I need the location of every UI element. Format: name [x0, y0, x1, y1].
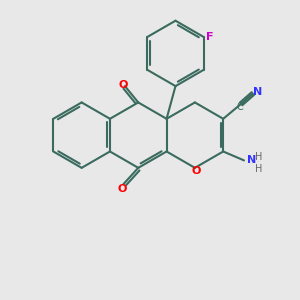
Text: O: O — [119, 80, 128, 90]
Text: F: F — [206, 32, 214, 42]
Text: O: O — [117, 184, 127, 194]
Text: C: C — [236, 102, 243, 112]
Text: N: N — [253, 87, 262, 97]
Text: N: N — [247, 155, 256, 165]
Text: H: H — [255, 164, 262, 174]
Text: O: O — [192, 166, 201, 176]
Text: H: H — [255, 152, 262, 162]
